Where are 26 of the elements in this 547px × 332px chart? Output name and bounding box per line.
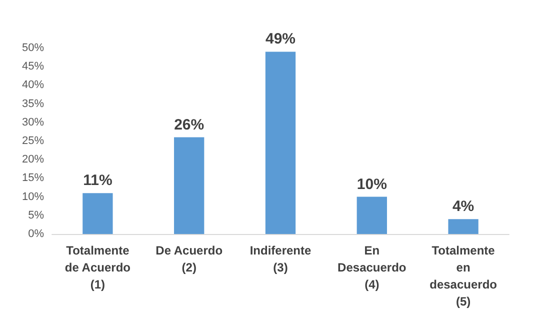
data-label: 49%	[265, 30, 296, 48]
y-tick-label: 15%	[22, 172, 44, 184]
bar	[448, 219, 478, 234]
y-tick-label: 45%	[22, 60, 44, 73]
x-tick-label: Totalmente de Acuerdo (1)	[64, 244, 130, 292]
x-tick-label: Indiferente (3)	[250, 244, 312, 274]
y-tick-label: 5%	[28, 209, 44, 222]
data-label: 11%	[83, 172, 112, 190]
y-tick-label: 0%	[28, 228, 44, 240]
y-tick-label: 50%	[22, 42, 44, 54]
data-label: 10%	[356, 176, 387, 193]
x-tick-label: En Desacuerdo (4)	[338, 244, 406, 292]
y-tick-label: 30%	[22, 116, 44, 128]
bar	[82, 193, 113, 234]
data-label: 26%	[174, 116, 204, 134]
y-tick-label: 40%	[22, 79, 44, 92]
y-tick-label: 10%	[22, 190, 44, 203]
y-tick-label: 35%	[22, 98, 44, 110]
bar	[174, 137, 204, 234]
bar	[265, 52, 296, 234]
data-label: 4%	[452, 198, 474, 216]
x-tick-label: De Acuerdo (2)	[156, 244, 223, 274]
bar	[356, 196, 387, 234]
y-tick-label: 20%	[22, 154, 44, 166]
x-tick-label: Totalmente en desacuerdo (5)	[430, 244, 497, 308]
y-tick-label: 25%	[22, 135, 44, 147]
